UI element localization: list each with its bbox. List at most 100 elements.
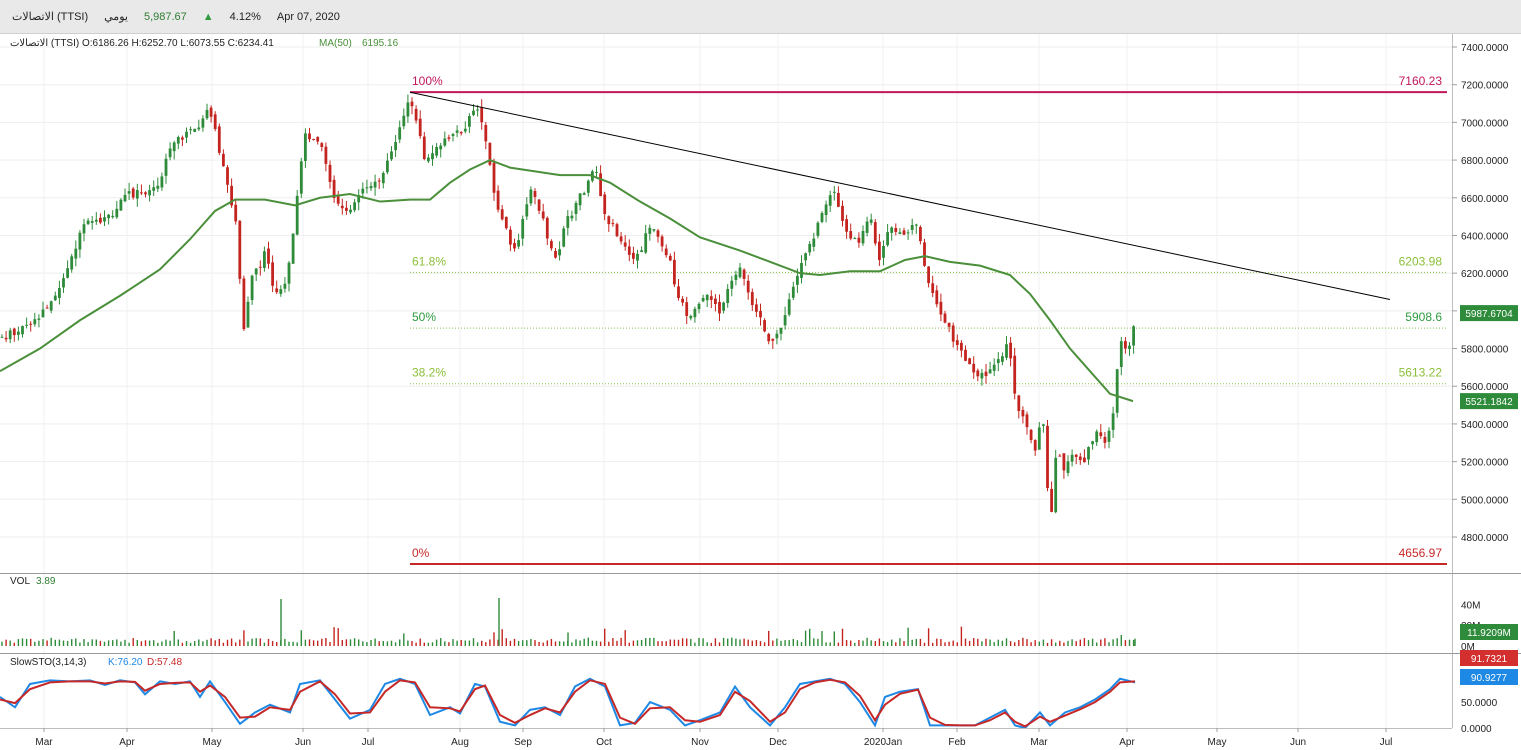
ma-legend-label: MA(50) [319,38,352,49]
fibonacci-retracement[interactable]: 100% 7160.23 61.8% 6203.98 50% 5908.6 38.2% 561… [410,74,1447,565]
candle-body [152,187,156,191]
candle-body [1132,326,1135,346]
candle-body [968,358,971,365]
candle-body [873,222,877,244]
ma-badge-text: 5521.1842 [1465,397,1513,408]
candle-body [935,290,939,305]
candle-body [513,243,516,249]
candle-body [775,333,779,339]
candle-body [480,107,484,123]
candle-body [1017,395,1021,411]
ma-badge: 5521.1842 [1460,393,1518,410]
candle-body [746,280,750,293]
candle-body [185,131,188,138]
candle-body [1103,436,1107,443]
candle-body [1099,432,1103,437]
ohlc-legend: الاتصالات (TTSI) O:6186.26 H:6252.70 L:6… [10,38,274,49]
price-tick-label: 5400.0000 [1461,420,1509,431]
candle-body [33,319,37,325]
candle-body [189,129,192,131]
time-tick-label: 2020Jan [864,737,902,748]
candle-body [431,153,434,160]
candle-body [1095,431,1099,443]
main-legend: الاتصالات (TTSI) O:6186.26 H:6252.70 L:6… [10,38,399,49]
candle-body [336,195,340,204]
candle-body [722,302,725,311]
candle-body [74,248,78,259]
candle-body [365,187,369,189]
chart-area[interactable]: الاتصالات (TTSI) O:6186.26 H:6252.70 L:6… [0,34,1521,750]
candle-body [984,371,988,377]
candle-body [992,364,996,371]
fib-level-label: 100% [412,74,443,88]
trendline[interactable] [409,91,1391,301]
candle-body [791,286,795,298]
stochastic-panel: SlowSTO(3,14,3) K:76.20 D:57.48 50.0000 0… [0,650,1521,735]
candle-body [685,302,689,316]
volume-badge: 11.9209M [1460,624,1518,640]
candle-body [357,195,361,203]
candle-body [976,370,980,377]
candle-body [509,229,512,245]
candle-body [599,173,602,197]
candle-body [554,250,557,258]
candle-body [701,297,705,302]
candle-body [582,193,586,195]
candle-body [45,307,49,309]
candle-body [1091,441,1094,445]
candle-body [144,192,147,195]
candle-body [1119,341,1123,367]
candle-body [545,217,549,239]
candle-body [800,262,803,278]
volume-badge-text: 11.9209M [1467,628,1511,639]
candle-body [443,138,447,146]
stoch-d-line [0,678,1136,728]
candle-body [258,266,262,268]
candle-body [841,205,844,221]
candle-body [308,133,311,140]
candle-body [972,363,976,373]
candle-body [213,114,217,130]
candle-body [58,288,61,298]
candle-body [463,128,467,132]
price-tick-label: 6600.0000 [1461,194,1509,205]
ma-legend-value: 6195.16 [362,38,399,49]
candle-body [320,143,324,147]
candle-body [578,193,582,206]
candle-body [1001,356,1004,362]
candle-body [168,148,172,158]
candle-body [697,303,701,310]
price-axis[interactable]: 7400.0000 7200.0000 7000.0000 6800.0000 6600… [1452,34,1518,728]
candle-body [123,194,127,202]
volume-bars [1,598,1136,646]
candle-body [111,215,115,218]
candle-body [964,349,967,361]
period-label[interactable]: يومي [104,11,128,23]
candle-body [730,280,734,289]
candle-body [377,180,381,182]
time-tick-label: Jul [362,737,375,748]
candle-body [529,189,533,204]
price-tick-label: 5200.0000 [1461,458,1509,469]
candle-body [398,127,402,140]
candle-body [197,127,201,130]
time-tick-label: Oct [596,737,612,748]
candle-body [808,243,812,253]
candle-body [304,133,307,161]
stoch-label: SlowSTO(3,14,3) [10,657,87,668]
candle-body [250,275,254,300]
candle-body [226,167,229,185]
candle-body [135,190,139,199]
fib-price-label: 4656.97 [1399,546,1443,560]
price-tick-label: 4800.0000 [1461,533,1509,544]
candle-body [41,309,45,318]
last-price-badge: 5987.6704 [1460,305,1518,322]
trendline-layer[interactable] [409,91,1391,301]
candle-body [603,194,607,215]
candle-body [988,369,992,374]
stoch-axis: 50.0000 0.0000 91.7321 90.9277 [1460,650,1518,735]
time-axis[interactable]: Mar Apr May Jun Jul Aug Sep Oct Nov Dec 2020Jan Feb… [0,728,1452,748]
up-triangle-icon: ▲ [202,10,214,23]
candle-body [681,298,684,303]
candle-body [1021,409,1025,417]
